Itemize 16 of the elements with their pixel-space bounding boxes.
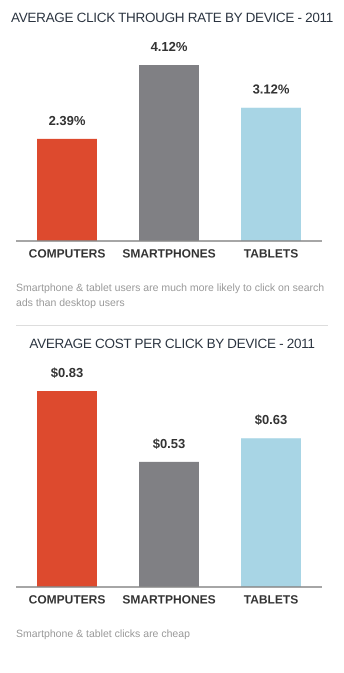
x-tick-label: TABLETS <box>244 246 298 261</box>
data-label: 4.12% <box>150 39 188 54</box>
data-label: 2.39% <box>48 112 86 128</box>
x-tick-label: COMPUTERS <box>28 592 106 607</box>
text: Smartphone & tablet clicks are cheap <box>16 627 191 642</box>
x-tick-label: TABLETS <box>244 592 298 607</box>
data-label: $0.63 <box>254 412 288 428</box>
x-tick-label: SMARTPHONES <box>122 246 216 261</box>
x-tick-label: SMARTPHONES <box>122 592 216 607</box>
data-label: $0.53 <box>152 436 186 451</box>
chart-title: AVERAGE COST PER CLICK BY DEVICE - 2011 <box>28 335 316 351</box>
data-label: $0.83 <box>50 365 84 380</box>
data-label: 3.12% <box>252 82 290 97</box>
x-tick-label: COMPUTERS <box>28 246 106 261</box>
chart-title: AVERAGE CLICK THROUGH RATE BY DEVICE - 2011 <box>10 9 334 25</box>
text: Smartphone & tablet users are much more likely to click on search ads than desktop users <box>16 281 326 311</box>
